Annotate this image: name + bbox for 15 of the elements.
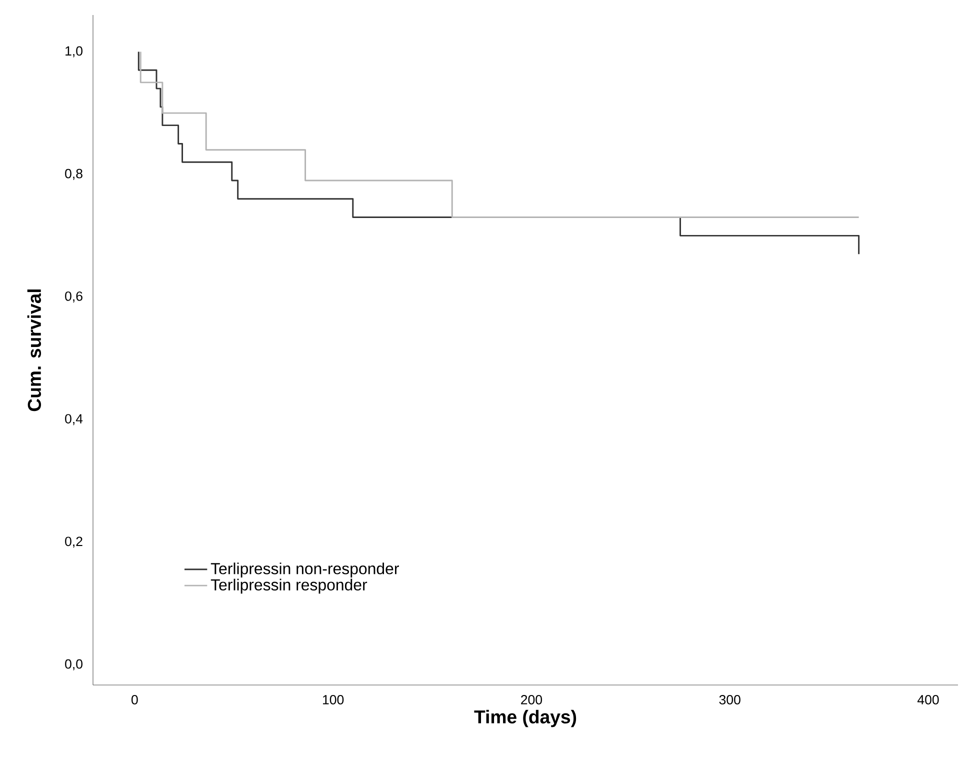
y-tick-label: 1,0 <box>66 46 82 58</box>
x-tick-label: 100 <box>322 695 344 704</box>
x-tick-label: 200 <box>521 695 542 704</box>
y-tick-label: 0,8 <box>65 168 82 180</box>
x-axis-title: Time (days) <box>474 710 576 728</box>
legend-label: Terlipressin responder <box>210 578 368 594</box>
y-tick-label: 0,2 <box>65 536 82 548</box>
legend-label: Terlipressin non-responder <box>210 562 399 578</box>
y-tick-label: 0,4 <box>65 414 83 426</box>
x-tick-label: 0 <box>131 695 138 704</box>
y-axis-title: Cum. survival <box>27 289 42 412</box>
y-tick-label: 0,6 <box>65 291 82 302</box>
x-tick-label: 400 <box>917 695 939 704</box>
x-tick-label: 300 <box>719 695 740 704</box>
y-tick-label: 0,0 <box>65 659 82 670</box>
